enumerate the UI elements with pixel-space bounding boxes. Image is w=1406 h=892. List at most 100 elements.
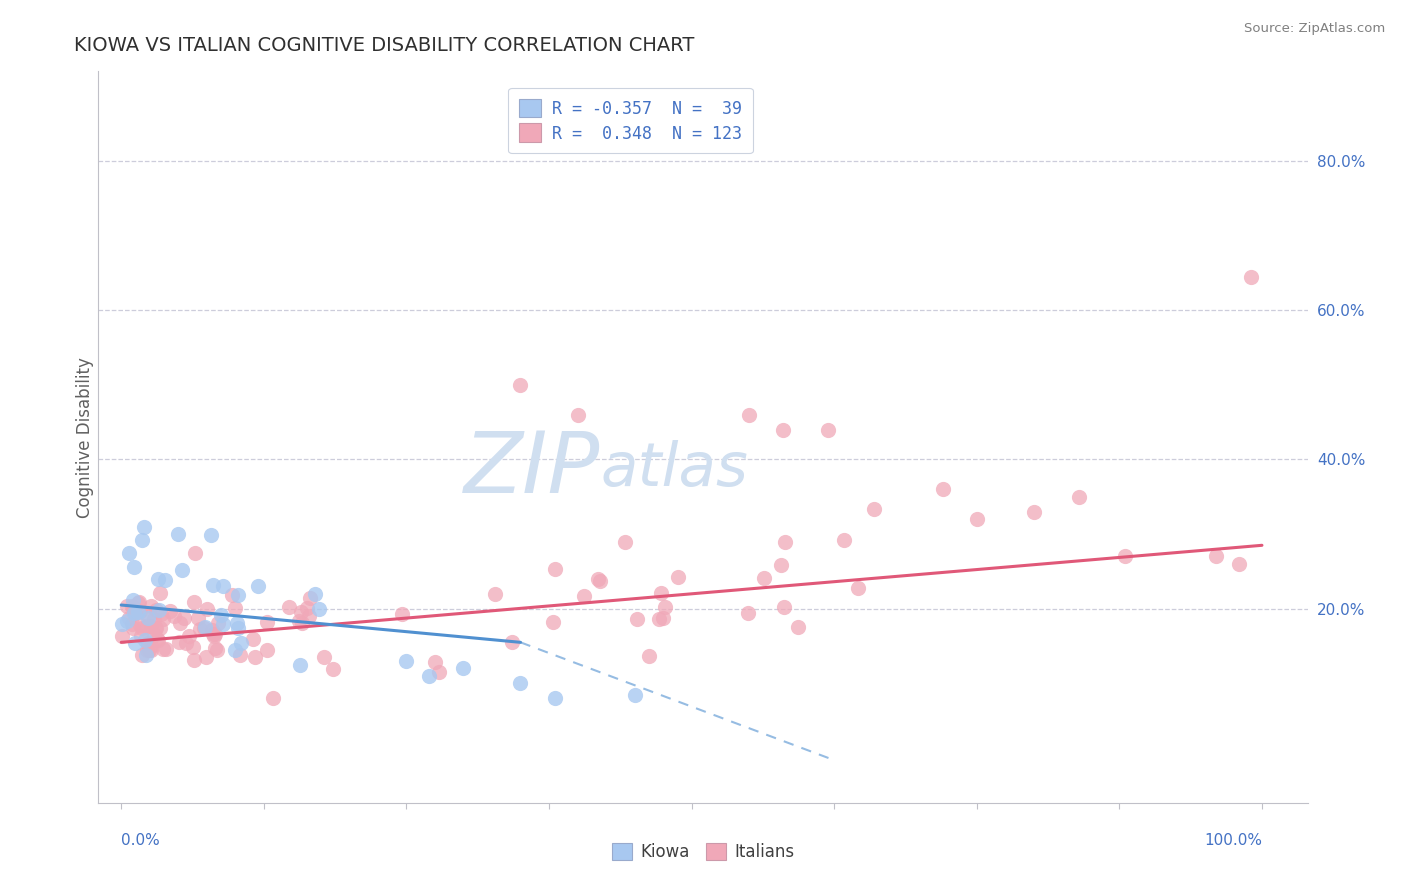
Point xyxy=(226,615,249,630)
Point xyxy=(183,653,205,667)
Point xyxy=(122,602,145,616)
Point xyxy=(205,643,228,657)
Point xyxy=(297,601,319,615)
Point xyxy=(183,595,205,609)
Point xyxy=(204,640,226,655)
Point xyxy=(626,612,648,626)
Point xyxy=(195,602,218,616)
Point xyxy=(169,615,191,630)
Point xyxy=(648,611,671,625)
Legend: Kiowa, Italians: Kiowa, Italians xyxy=(605,836,801,868)
Point xyxy=(291,615,314,630)
Point xyxy=(139,643,162,657)
Point xyxy=(229,636,252,650)
Point xyxy=(1205,549,1227,564)
Text: 100.0%: 100.0% xyxy=(1204,832,1263,847)
Point xyxy=(121,599,143,613)
Point xyxy=(129,604,152,618)
Point xyxy=(290,605,312,619)
Point xyxy=(173,610,195,624)
Point xyxy=(304,587,326,601)
Point xyxy=(277,599,299,614)
Point xyxy=(418,669,440,683)
Point xyxy=(453,661,475,675)
Point xyxy=(1239,269,1261,284)
Point xyxy=(187,611,209,625)
Point xyxy=(262,691,284,706)
Point xyxy=(1022,505,1045,519)
Point xyxy=(201,577,224,591)
Point xyxy=(308,602,330,616)
Point xyxy=(121,592,143,607)
Point xyxy=(654,600,676,615)
Point xyxy=(146,633,169,648)
Point xyxy=(200,528,222,542)
Point xyxy=(614,535,637,549)
Point xyxy=(115,599,138,613)
Point xyxy=(136,611,159,625)
Point xyxy=(226,621,249,635)
Point xyxy=(121,600,143,615)
Point xyxy=(148,621,170,635)
Point xyxy=(122,560,145,574)
Point xyxy=(395,654,418,668)
Point xyxy=(194,650,217,665)
Point xyxy=(129,628,152,642)
Point xyxy=(754,571,776,585)
Point xyxy=(1069,490,1091,504)
Point xyxy=(138,643,160,657)
Point xyxy=(148,603,170,617)
Point xyxy=(145,603,167,617)
Point xyxy=(509,676,531,690)
Point xyxy=(111,629,134,643)
Point xyxy=(115,614,138,628)
Point xyxy=(153,574,176,588)
Point xyxy=(650,585,672,599)
Point xyxy=(143,622,166,636)
Point xyxy=(143,612,166,626)
Point xyxy=(298,609,321,624)
Point xyxy=(139,618,162,632)
Point xyxy=(204,627,226,641)
Point xyxy=(174,635,197,649)
Point xyxy=(288,614,311,628)
Point xyxy=(314,649,336,664)
Point xyxy=(131,621,153,635)
Point xyxy=(211,579,233,593)
Point xyxy=(1227,557,1250,571)
Point xyxy=(117,611,139,625)
Text: 0.0%: 0.0% xyxy=(121,832,160,847)
Point xyxy=(211,608,233,623)
Point xyxy=(931,483,953,497)
Point xyxy=(425,655,447,669)
Point xyxy=(143,628,166,642)
Point xyxy=(141,640,163,654)
Point xyxy=(737,408,759,422)
Point xyxy=(149,586,172,600)
Point xyxy=(773,599,796,614)
Point xyxy=(159,604,181,618)
Point xyxy=(623,688,645,702)
Point xyxy=(544,691,567,706)
Point xyxy=(322,662,344,676)
Point xyxy=(242,632,264,647)
Point xyxy=(787,620,810,634)
Point xyxy=(501,634,523,648)
Point xyxy=(817,423,839,437)
Point xyxy=(1114,549,1136,564)
Point xyxy=(204,629,226,643)
Point xyxy=(190,622,212,636)
Point xyxy=(770,558,793,572)
Point xyxy=(298,591,321,606)
Point xyxy=(207,615,229,630)
Point xyxy=(134,633,156,648)
Point xyxy=(124,606,146,620)
Point xyxy=(150,607,173,621)
Point xyxy=(509,377,531,392)
Point xyxy=(135,648,157,662)
Point xyxy=(170,563,193,577)
Point xyxy=(194,620,217,634)
Point xyxy=(136,635,159,649)
Point xyxy=(862,502,884,516)
Point xyxy=(146,632,169,646)
